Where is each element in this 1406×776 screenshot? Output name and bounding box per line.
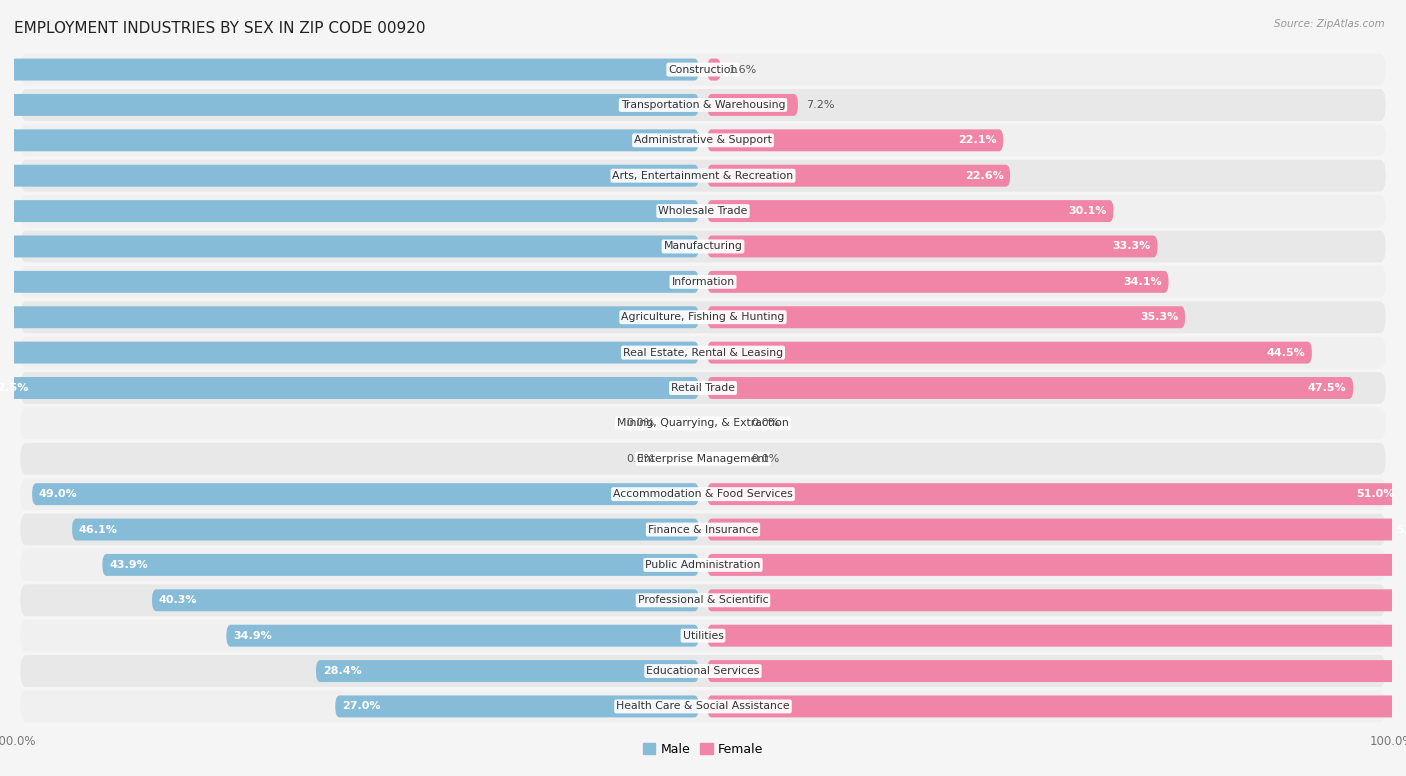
Text: 0.0%: 0.0% [627,454,655,464]
FancyBboxPatch shape [707,625,1406,646]
FancyBboxPatch shape [20,160,1386,192]
Text: 44.5%: 44.5% [1267,348,1305,358]
FancyBboxPatch shape [707,518,1406,541]
FancyBboxPatch shape [20,443,1386,475]
Text: Source: ZipAtlas.com: Source: ZipAtlas.com [1274,19,1385,29]
Text: Enterprise Management: Enterprise Management [637,454,769,464]
Text: 30.1%: 30.1% [1069,206,1107,216]
FancyBboxPatch shape [20,266,1386,298]
Text: 0.0%: 0.0% [627,418,655,428]
FancyBboxPatch shape [707,377,1353,399]
FancyBboxPatch shape [0,94,699,116]
Text: 49.0%: 49.0% [39,489,77,499]
FancyBboxPatch shape [707,94,799,116]
FancyBboxPatch shape [0,377,699,399]
Text: 22.6%: 22.6% [965,171,1004,181]
Text: Manufacturing: Manufacturing [664,241,742,251]
Legend: Male, Female: Male, Female [638,738,768,760]
Text: Finance & Insurance: Finance & Insurance [648,525,758,535]
FancyBboxPatch shape [707,165,1010,187]
Text: 33.3%: 33.3% [1112,241,1152,251]
Text: 40.3%: 40.3% [159,595,197,605]
FancyBboxPatch shape [0,130,699,151]
Text: EMPLOYMENT INDUSTRIES BY SEX IN ZIP CODE 00920: EMPLOYMENT INDUSTRIES BY SEX IN ZIP CODE… [14,21,426,36]
FancyBboxPatch shape [707,483,1402,505]
FancyBboxPatch shape [0,341,699,364]
FancyBboxPatch shape [707,341,1312,364]
Text: Arts, Entertainment & Recreation: Arts, Entertainment & Recreation [613,171,793,181]
FancyBboxPatch shape [20,124,1386,156]
Text: 47.5%: 47.5% [1308,383,1347,393]
Text: 28.4%: 28.4% [323,666,361,676]
FancyBboxPatch shape [20,691,1386,722]
Text: 35.3%: 35.3% [1140,312,1178,322]
FancyBboxPatch shape [707,307,1185,328]
FancyBboxPatch shape [316,660,699,682]
Text: Educational Services: Educational Services [647,666,759,676]
FancyBboxPatch shape [103,554,699,576]
FancyBboxPatch shape [707,59,721,81]
Text: Retail Trade: Retail Trade [671,383,735,393]
Text: Administrative & Support: Administrative & Support [634,135,772,145]
Text: 22.1%: 22.1% [957,135,997,145]
FancyBboxPatch shape [0,271,699,293]
FancyBboxPatch shape [707,660,1406,682]
Text: 7.2%: 7.2% [807,100,835,110]
Text: 27.0%: 27.0% [342,702,381,712]
Text: Real Estate, Rental & Leasing: Real Estate, Rental & Leasing [623,348,783,358]
FancyBboxPatch shape [20,337,1386,369]
FancyBboxPatch shape [20,514,1386,546]
Text: 0.0%: 0.0% [751,454,779,464]
FancyBboxPatch shape [152,589,699,611]
Text: 52.5%: 52.5% [0,383,30,393]
FancyBboxPatch shape [72,518,699,541]
Text: 43.9%: 43.9% [110,560,148,570]
Text: Information: Information [672,277,734,287]
FancyBboxPatch shape [0,165,699,187]
FancyBboxPatch shape [707,200,1114,222]
Text: Professional & Scientific: Professional & Scientific [638,595,768,605]
Text: Transportation & Warehousing: Transportation & Warehousing [621,100,785,110]
FancyBboxPatch shape [20,372,1386,404]
FancyBboxPatch shape [707,554,1406,576]
Text: Public Administration: Public Administration [645,560,761,570]
FancyBboxPatch shape [707,235,1157,258]
FancyBboxPatch shape [707,589,1406,611]
FancyBboxPatch shape [0,59,699,81]
FancyBboxPatch shape [707,695,1406,717]
Text: Accommodation & Food Services: Accommodation & Food Services [613,489,793,499]
FancyBboxPatch shape [20,301,1386,333]
FancyBboxPatch shape [20,54,1386,85]
Text: Mining, Quarrying, & Extraction: Mining, Quarrying, & Extraction [617,418,789,428]
Text: Construction: Construction [668,64,738,74]
Text: 53.9%: 53.9% [1396,525,1406,535]
FancyBboxPatch shape [226,625,699,646]
Text: Agriculture, Fishing & Hunting: Agriculture, Fishing & Hunting [621,312,785,322]
FancyBboxPatch shape [32,483,699,505]
FancyBboxPatch shape [20,584,1386,616]
Text: Wholesale Trade: Wholesale Trade [658,206,748,216]
Text: 1.6%: 1.6% [730,64,758,74]
FancyBboxPatch shape [20,230,1386,262]
Text: 34.9%: 34.9% [233,631,271,641]
FancyBboxPatch shape [20,549,1386,580]
Text: 0.0%: 0.0% [751,418,779,428]
FancyBboxPatch shape [20,196,1386,227]
FancyBboxPatch shape [707,130,1004,151]
FancyBboxPatch shape [335,695,699,717]
FancyBboxPatch shape [20,655,1386,687]
FancyBboxPatch shape [20,478,1386,510]
FancyBboxPatch shape [20,89,1386,121]
Text: 51.0%: 51.0% [1357,489,1395,499]
Text: Health Care & Social Assistance: Health Care & Social Assistance [616,702,790,712]
Text: Utilities: Utilities [682,631,724,641]
FancyBboxPatch shape [0,235,699,258]
FancyBboxPatch shape [20,407,1386,439]
FancyBboxPatch shape [0,200,699,222]
FancyBboxPatch shape [707,271,1168,293]
Text: 34.1%: 34.1% [1123,277,1161,287]
FancyBboxPatch shape [20,620,1386,652]
FancyBboxPatch shape [0,307,699,328]
Text: 46.1%: 46.1% [79,525,118,535]
